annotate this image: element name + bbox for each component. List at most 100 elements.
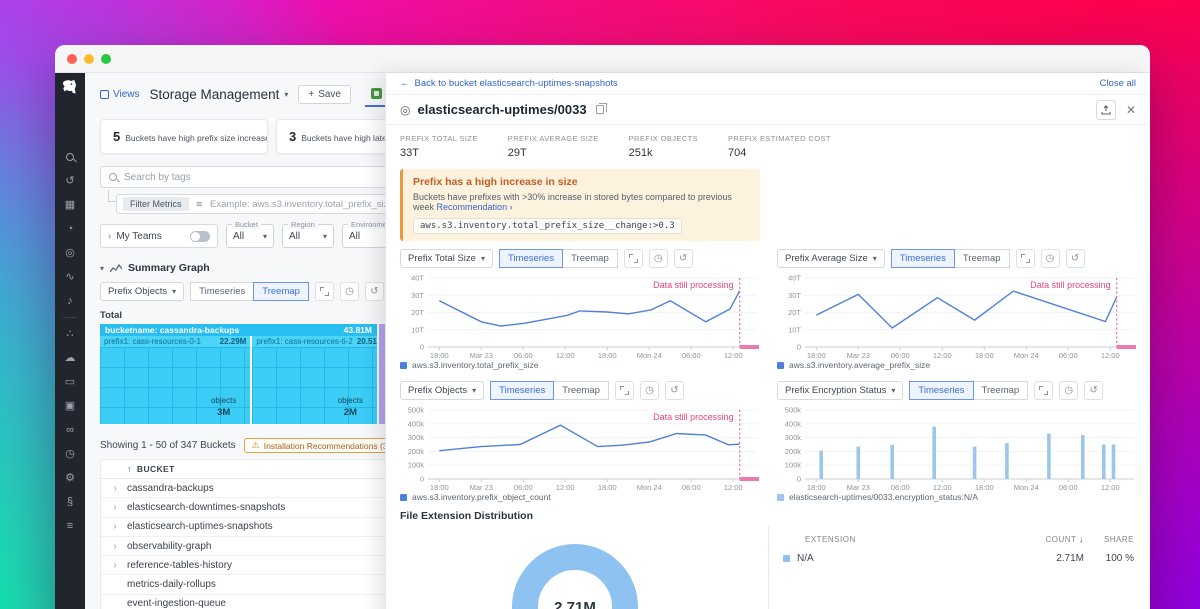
close-all-link[interactable]: Close all: [1099, 78, 1136, 89]
svg-text:18:00: 18:00: [430, 483, 449, 492]
chevron-down-icon: ▾: [322, 231, 327, 241]
my-teams-control[interactable]: › My Teams: [100, 224, 218, 248]
installation-recommendations-badge[interactable]: ⚠ Installation Recommendations (342): [243, 438, 408, 453]
svg-text:20T: 20T: [788, 308, 801, 317]
export-button[interactable]: [1095, 99, 1116, 120]
refresh-icon[interactable]: ↺: [364, 282, 384, 301]
svg-text:12:00: 12:00: [556, 351, 575, 360]
summary-metric-select[interactable]: Prefix Objects ▾: [100, 282, 185, 301]
save-button[interactable]: + Save: [298, 84, 351, 104]
timeseries-toggle[interactable]: Timeseries: [490, 381, 555, 400]
search-icon[interactable]: [55, 145, 85, 169]
showing-count: Showing 1 - 50 of 347 Buckets: [100, 440, 236, 451]
minimize-window-button[interactable]: [84, 53, 94, 64]
chart-metric-select[interactable]: Prefix Average Size ▾: [777, 249, 885, 268]
expand-icon[interactable]: [614, 381, 634, 400]
chevron-down-icon: ▾: [262, 231, 267, 241]
chart-metric-select[interactable]: Prefix Encryption Status ▾: [777, 381, 904, 400]
snapshot-icon[interactable]: ◷: [1040, 249, 1060, 268]
treemap-group-2[interactable]: prefix1: cass-resources-ti-220.51M objec…: [252, 336, 377, 424]
refresh-icon[interactable]: ↺: [1065, 249, 1085, 268]
monitors-icon[interactable]: ◔: [66, 222, 74, 235]
treemap-toggle[interactable]: Treemap: [972, 381, 1029, 400]
settings-icon[interactable]: ⚙: [65, 471, 75, 484]
legend-swatch: [783, 554, 790, 562]
close-window-button[interactable]: [67, 53, 77, 64]
refresh-icon[interactable]: ↺: [1084, 381, 1104, 400]
watchdog-icon[interactable]: ◎: [65, 246, 75, 259]
datadog-logo[interactable]: [61, 79, 79, 95]
svg-text:Mar 23: Mar 23: [847, 351, 870, 360]
treemap-bucket-cassandra[interactable]: bucketname: cassandra-backups 43.81M pre…: [100, 324, 377, 424]
treemap-toggle[interactable]: Treemap: [553, 381, 609, 400]
prefix-objects-plot[interactable]: 0 100k 200k 300k 400k 500k 18:00 Mar 23 06:00 12:…: [400, 402, 759, 492]
export-icon: [1101, 104, 1111, 115]
integrations-icon[interactable]: ∞: [66, 423, 74, 436]
page-title[interactable]: Storage Management ▾: [149, 86, 289, 102]
notebooks-icon[interactable]: ♪: [67, 294, 73, 307]
snapshot-icon[interactable]: ◷: [648, 249, 668, 268]
alert-card-prefix-size[interactable]: 5 Buckets have high prefix size increase…: [100, 119, 268, 154]
svg-text:Data still processing: Data still processing: [653, 412, 734, 422]
refresh-icon[interactable]: ↺: [664, 381, 684, 400]
bucket-select[interactable]: Bucket All ▾: [226, 220, 274, 248]
lists-icon[interactable]: ≡: [66, 519, 74, 532]
extension-donut-chart[interactable]: 2.71M: [500, 532, 650, 609]
treemap-toggle[interactable]: Treemap: [253, 282, 309, 301]
region-select[interactable]: Region All ▾: [282, 220, 334, 248]
chart-metric-select[interactable]: Prefix Objects ▾: [400, 381, 485, 400]
software-icon[interactable]: ▣: [64, 399, 76, 412]
prefix-average-size-plot[interactable]: 0 10T 20T 30T 40T 18:00 Mar 23 06:00 12:00 18:00 M…: [777, 270, 1136, 360]
table-row[interactable]: event-ingestion-queue: [101, 595, 739, 609]
summary-graph-header[interactable]: ▾ Summary Graph: [100, 262, 210, 274]
help-icon[interactable]: §: [66, 495, 74, 508]
share-header[interactable]: SHARE: [1103, 534, 1134, 544]
svg-text:400k: 400k: [785, 419, 802, 428]
copy-icon[interactable]: [595, 102, 608, 114]
chevron-down-icon: ▾: [284, 89, 289, 99]
history-icon[interactable]: ↺: [65, 174, 75, 187]
svg-text:100k: 100k: [785, 461, 802, 470]
window-titlebar: [55, 45, 1150, 73]
schedules-icon[interactable]: ◷: [65, 447, 75, 460]
timeseries-toggle[interactable]: Timeseries: [190, 282, 255, 301]
expand-icon[interactable]: [1034, 381, 1054, 400]
count-header[interactable]: COUNT ↓: [1045, 534, 1084, 544]
expand-icon[interactable]: [314, 282, 334, 301]
metrics-icon[interactable]: ▦: [64, 198, 76, 211]
refresh-icon[interactable]: ↺: [673, 249, 693, 268]
my-teams-toggle[interactable]: [190, 230, 210, 242]
expand-icon[interactable]: [1015, 249, 1035, 268]
recommendation-link[interactable]: Recommendation: [436, 202, 508, 212]
views-button[interactable]: Views: [100, 89, 140, 100]
timeseries-toggle[interactable]: Timeseries: [498, 249, 564, 268]
extension-row[interactable]: N/A 2.71M 100 %: [783, 548, 1136, 568]
cloud-icon[interactable]: ☁: [64, 351, 76, 364]
close-panel-icon[interactable]: ✕: [1125, 102, 1136, 117]
filter-metrics-chip[interactable]: Filter Metrics: [123, 197, 189, 211]
infrastructure-icon[interactable]: ▭: [64, 375, 76, 388]
processes-icon[interactable]: ∴: [66, 327, 74, 340]
apm-icon[interactable]: ∿: [65, 270, 75, 283]
arrow-left-icon: ←: [400, 78, 410, 89]
treemap-toggle[interactable]: Treemap: [953, 249, 1010, 268]
prefix-encryption-status-plot[interactable]: 0 100k 200k 300k 400k 500k 18:00 Mar 23 06:00 12:…: [777, 402, 1136, 492]
extension-table-header: EXTENSION COUNT ↓ SHARE: [805, 534, 1134, 544]
metric-query-chip[interactable]: aws.s3.inventory.total_prefix_size__chan…: [413, 218, 682, 234]
timeseries-toggle[interactable]: Timeseries: [890, 249, 955, 268]
chart-metric-select[interactable]: Prefix Total Size ▾: [400, 249, 493, 268]
back-link[interactable]: ← Back to bucket elasticsearch-uptimes-sn…: [400, 78, 618, 89]
snapshot-icon[interactable]: ◷: [1059, 381, 1079, 400]
svg-text:Mon 24: Mon 24: [1014, 483, 1039, 492]
prefix-total-size-plot[interactable]: 0 10T 20T 30T 40T 18:00 Mar 23 06:00 12:00 18:00 M…: [400, 270, 759, 360]
treemap-group-1[interactable]: prefix1: cass-resources-0-1 22.29M object…: [100, 336, 253, 424]
treemap-toggle[interactable]: Treemap: [562, 249, 618, 268]
expand-icon[interactable]: [623, 249, 643, 268]
svg-text:12:00: 12:00: [933, 483, 952, 492]
snapshot-icon[interactable]: ◷: [639, 381, 659, 400]
maximize-window-button[interactable]: [101, 53, 111, 64]
filter-example-placeholder: Example: aws.s3.inventory.total_prefix_s…: [210, 198, 413, 210]
snapshot-icon[interactable]: ◷: [339, 282, 359, 301]
timeseries-toggle[interactable]: Timeseries: [909, 381, 974, 400]
